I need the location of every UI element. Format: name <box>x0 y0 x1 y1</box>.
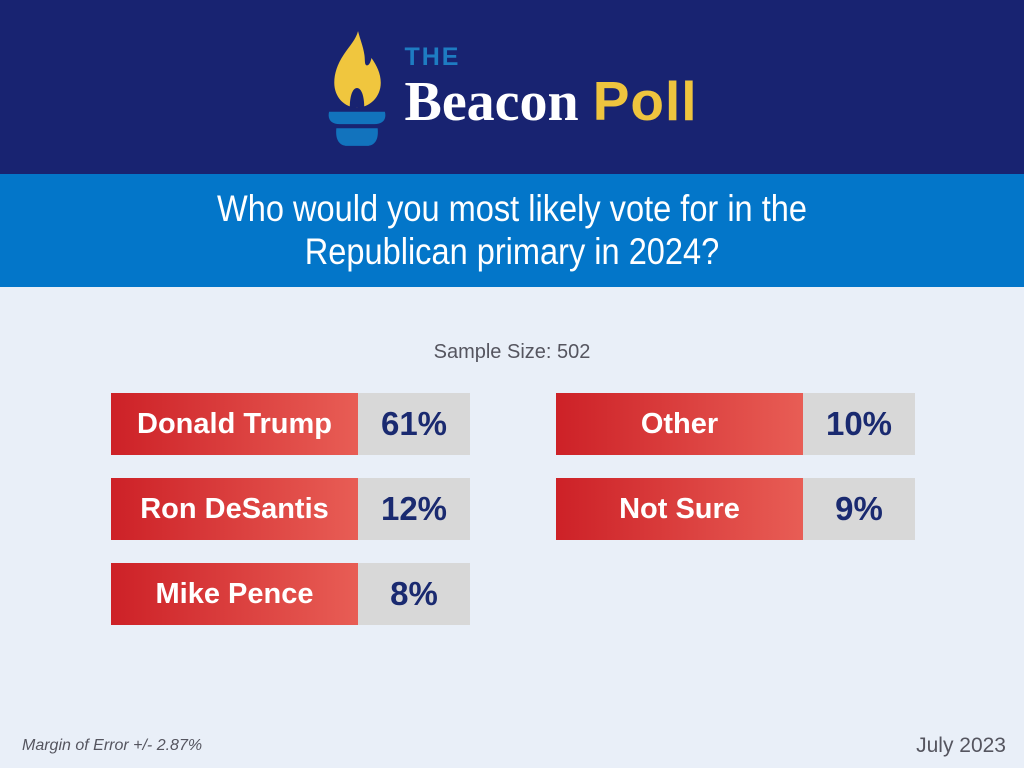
header: THE Beacon Poll <box>0 0 1024 174</box>
candidate-label: Ron DeSantis <box>111 478 358 540</box>
question-line-2: Republican primary in 2024? <box>304 230 720 272</box>
margin-of-error-note: Margin of Error +/- 2.87% <box>22 737 203 754</box>
logo-poll: Poll <box>592 69 698 132</box>
percent-value: 8% <box>358 563 470 625</box>
poll-bar-row: Donald Trump 61% <box>111 393 470 455</box>
percent-value: 10% <box>803 393 915 455</box>
poll-bar-row: Not Sure 9% <box>556 478 915 540</box>
sample-size-label: Sample Size: 502 <box>433 341 591 363</box>
candidate-label: Mike Pence <box>111 563 358 625</box>
question-line-1: Who would you most likely vote for in th… <box>217 188 807 230</box>
beacon-poll-logo: THE Beacon Poll <box>326 27 697 147</box>
logo-the: THE <box>404 42 461 71</box>
poll-bar-row: Mike Pence 8% <box>111 563 470 625</box>
logo-beacon: Beacon <box>404 70 579 133</box>
results-column-left: Donald Trump 61% Ron DeSantis 12% Mike P… <box>111 393 470 648</box>
candidate-label: Other <box>556 393 803 455</box>
logo-name: Beacon Poll <box>404 69 698 133</box>
results-grid: Donald Trump 61% Ron DeSantis 12% Mike P… <box>0 393 1024 648</box>
results-column-right: Other 10% Not Sure 9% <box>556 393 915 563</box>
poll-bar-row: Ron DeSantis 12% <box>111 478 470 540</box>
logo-text: THE Beacon Poll <box>404 42 698 133</box>
question-banner: Who would you most likely vote for in th… <box>0 174 1024 287</box>
candidate-label: Donald Trump <box>111 393 358 455</box>
poll-bar-row: Other 10% <box>556 393 915 455</box>
percent-value: 61% <box>358 393 470 455</box>
torch-flame-icon <box>329 31 386 146</box>
candidate-label: Not Sure <box>556 478 803 540</box>
percent-value: 9% <box>803 478 915 540</box>
poll-date: July 2023 <box>916 734 1006 757</box>
percent-value: 12% <box>358 478 470 540</box>
